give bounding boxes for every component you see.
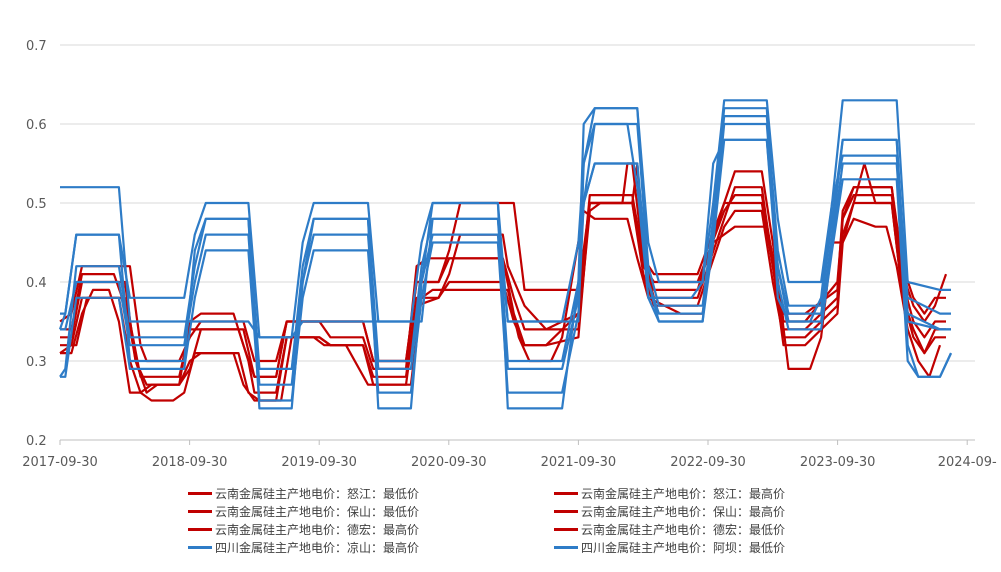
y-tick-label: 0.6	[26, 118, 47, 133]
x-tick-label: 2020-09-30	[411, 455, 487, 470]
legend-item: 云南金属硅主产地电价：德宏：最低价	[554, 521, 785, 537]
series-line-blue	[58, 107, 952, 410]
legend-item: 云南金属硅主产地电价：怒江：最低价	[188, 485, 419, 501]
x-tick-label: 2018-09-30	[152, 455, 228, 470]
legend-swatch	[554, 491, 578, 495]
legend-item: 四川金属硅主产地电价：凉山：最高价	[188, 539, 419, 555]
y-tick-label: 0.7	[26, 39, 47, 54]
series-line-red	[59, 201, 946, 402]
legend-item: 云南金属硅主产地电价：保山：最低价	[188, 503, 419, 519]
legend-label: 云南金属硅主产地电价：德宏：最低价	[581, 522, 786, 537]
legend-swatch	[188, 527, 212, 531]
y-tick-label: 0.3	[26, 355, 47, 370]
line-chart: 0.20.30.40.50.60.7 2017-09-30 2018-09-30 2…	[22, 39, 997, 470]
legend-label: 云南金属硅主产地电价：保山：最低价	[215, 504, 420, 519]
legend: 云南金属硅主产地电价：怒江：最低价 云南金属硅主产地电价：怒江：最高价 云南金属硅主…	[0, 483, 1001, 568]
x-tick-label: 2017-09-30	[22, 455, 98, 470]
legend-item: 云南金属硅主产地电价：怒江：最高价	[554, 485, 785, 501]
x-tick-label: 2019-09-30	[281, 455, 357, 470]
legend-swatch	[188, 545, 212, 549]
y-tick-label: 0.2	[26, 434, 47, 449]
legend-swatch	[554, 545, 578, 549]
y-axis-labels: 0.2 0.3 0.4 0.5 0.6 0.7	[26, 39, 47, 449]
legend-label: 四川金属硅主产地电价：凉山：最高价	[215, 540, 420, 555]
x-tick-label: 2022-09-30	[670, 455, 746, 470]
series-lines	[58, 99, 952, 410]
legend-label: 云南金属硅主产地电价：怒江：最低价	[215, 486, 420, 501]
y-tick-label: 0.4	[26, 276, 47, 291]
legend-swatch	[188, 491, 212, 495]
x-tick-label: 2024-09-	[938, 455, 997, 470]
x-tick-label: 2023-09-30	[800, 455, 876, 470]
legend-swatch	[554, 527, 578, 531]
x-tick-label: 2021-09-30	[541, 455, 617, 470]
legend-swatch	[554, 509, 578, 513]
y-tick-label: 0.5	[26, 197, 47, 212]
legend-item: 四川金属硅主产地电价：阿坝：最低价	[554, 539, 785, 555]
legend-label: 云南金属硅主产地电价：德宏：最高价	[215, 522, 420, 537]
legend-swatch	[188, 509, 212, 513]
legend-label: 云南金属硅主产地电价：保山：最高价	[581, 504, 786, 519]
legend-item: 云南金属硅主产地电价：德宏：最高价	[188, 521, 419, 537]
x-axis: 2017-09-30 2018-09-30 2019-09-30 2020-09-30…	[22, 439, 997, 470]
legend-label: 四川金属硅主产地电价：阿坝：最低价	[581, 540, 786, 555]
series-line-blue	[60, 138, 952, 402]
legend-label: 云南金属硅主产地电价：怒江：最高价	[581, 486, 786, 501]
legend-item: 云南金属硅主产地电价：保山：最高价	[554, 503, 785, 519]
